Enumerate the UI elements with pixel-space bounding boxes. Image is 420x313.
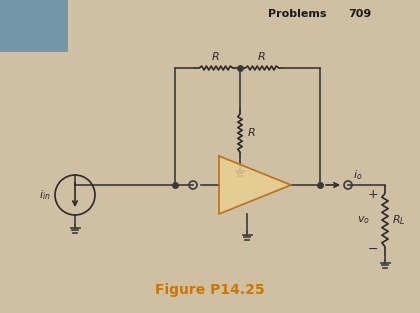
Text: $i_o$: $i_o$ (353, 168, 362, 182)
Text: R: R (248, 128, 256, 138)
Bar (0, 0, 68, 52)
Text: 709: 709 (348, 9, 371, 19)
Text: $i_{in}$: $i_{in}$ (39, 188, 51, 202)
Text: Figure P14.25: Figure P14.25 (155, 283, 265, 297)
Text: $-$: $-$ (368, 242, 378, 254)
Text: Problems: Problems (268, 9, 326, 19)
Text: +: + (368, 188, 378, 202)
Text: $v_o$: $v_o$ (357, 214, 370, 226)
Text: R: R (258, 52, 266, 62)
Text: R: R (212, 52, 220, 62)
Polygon shape (219, 156, 291, 214)
Text: $R_L$: $R_L$ (392, 213, 406, 227)
